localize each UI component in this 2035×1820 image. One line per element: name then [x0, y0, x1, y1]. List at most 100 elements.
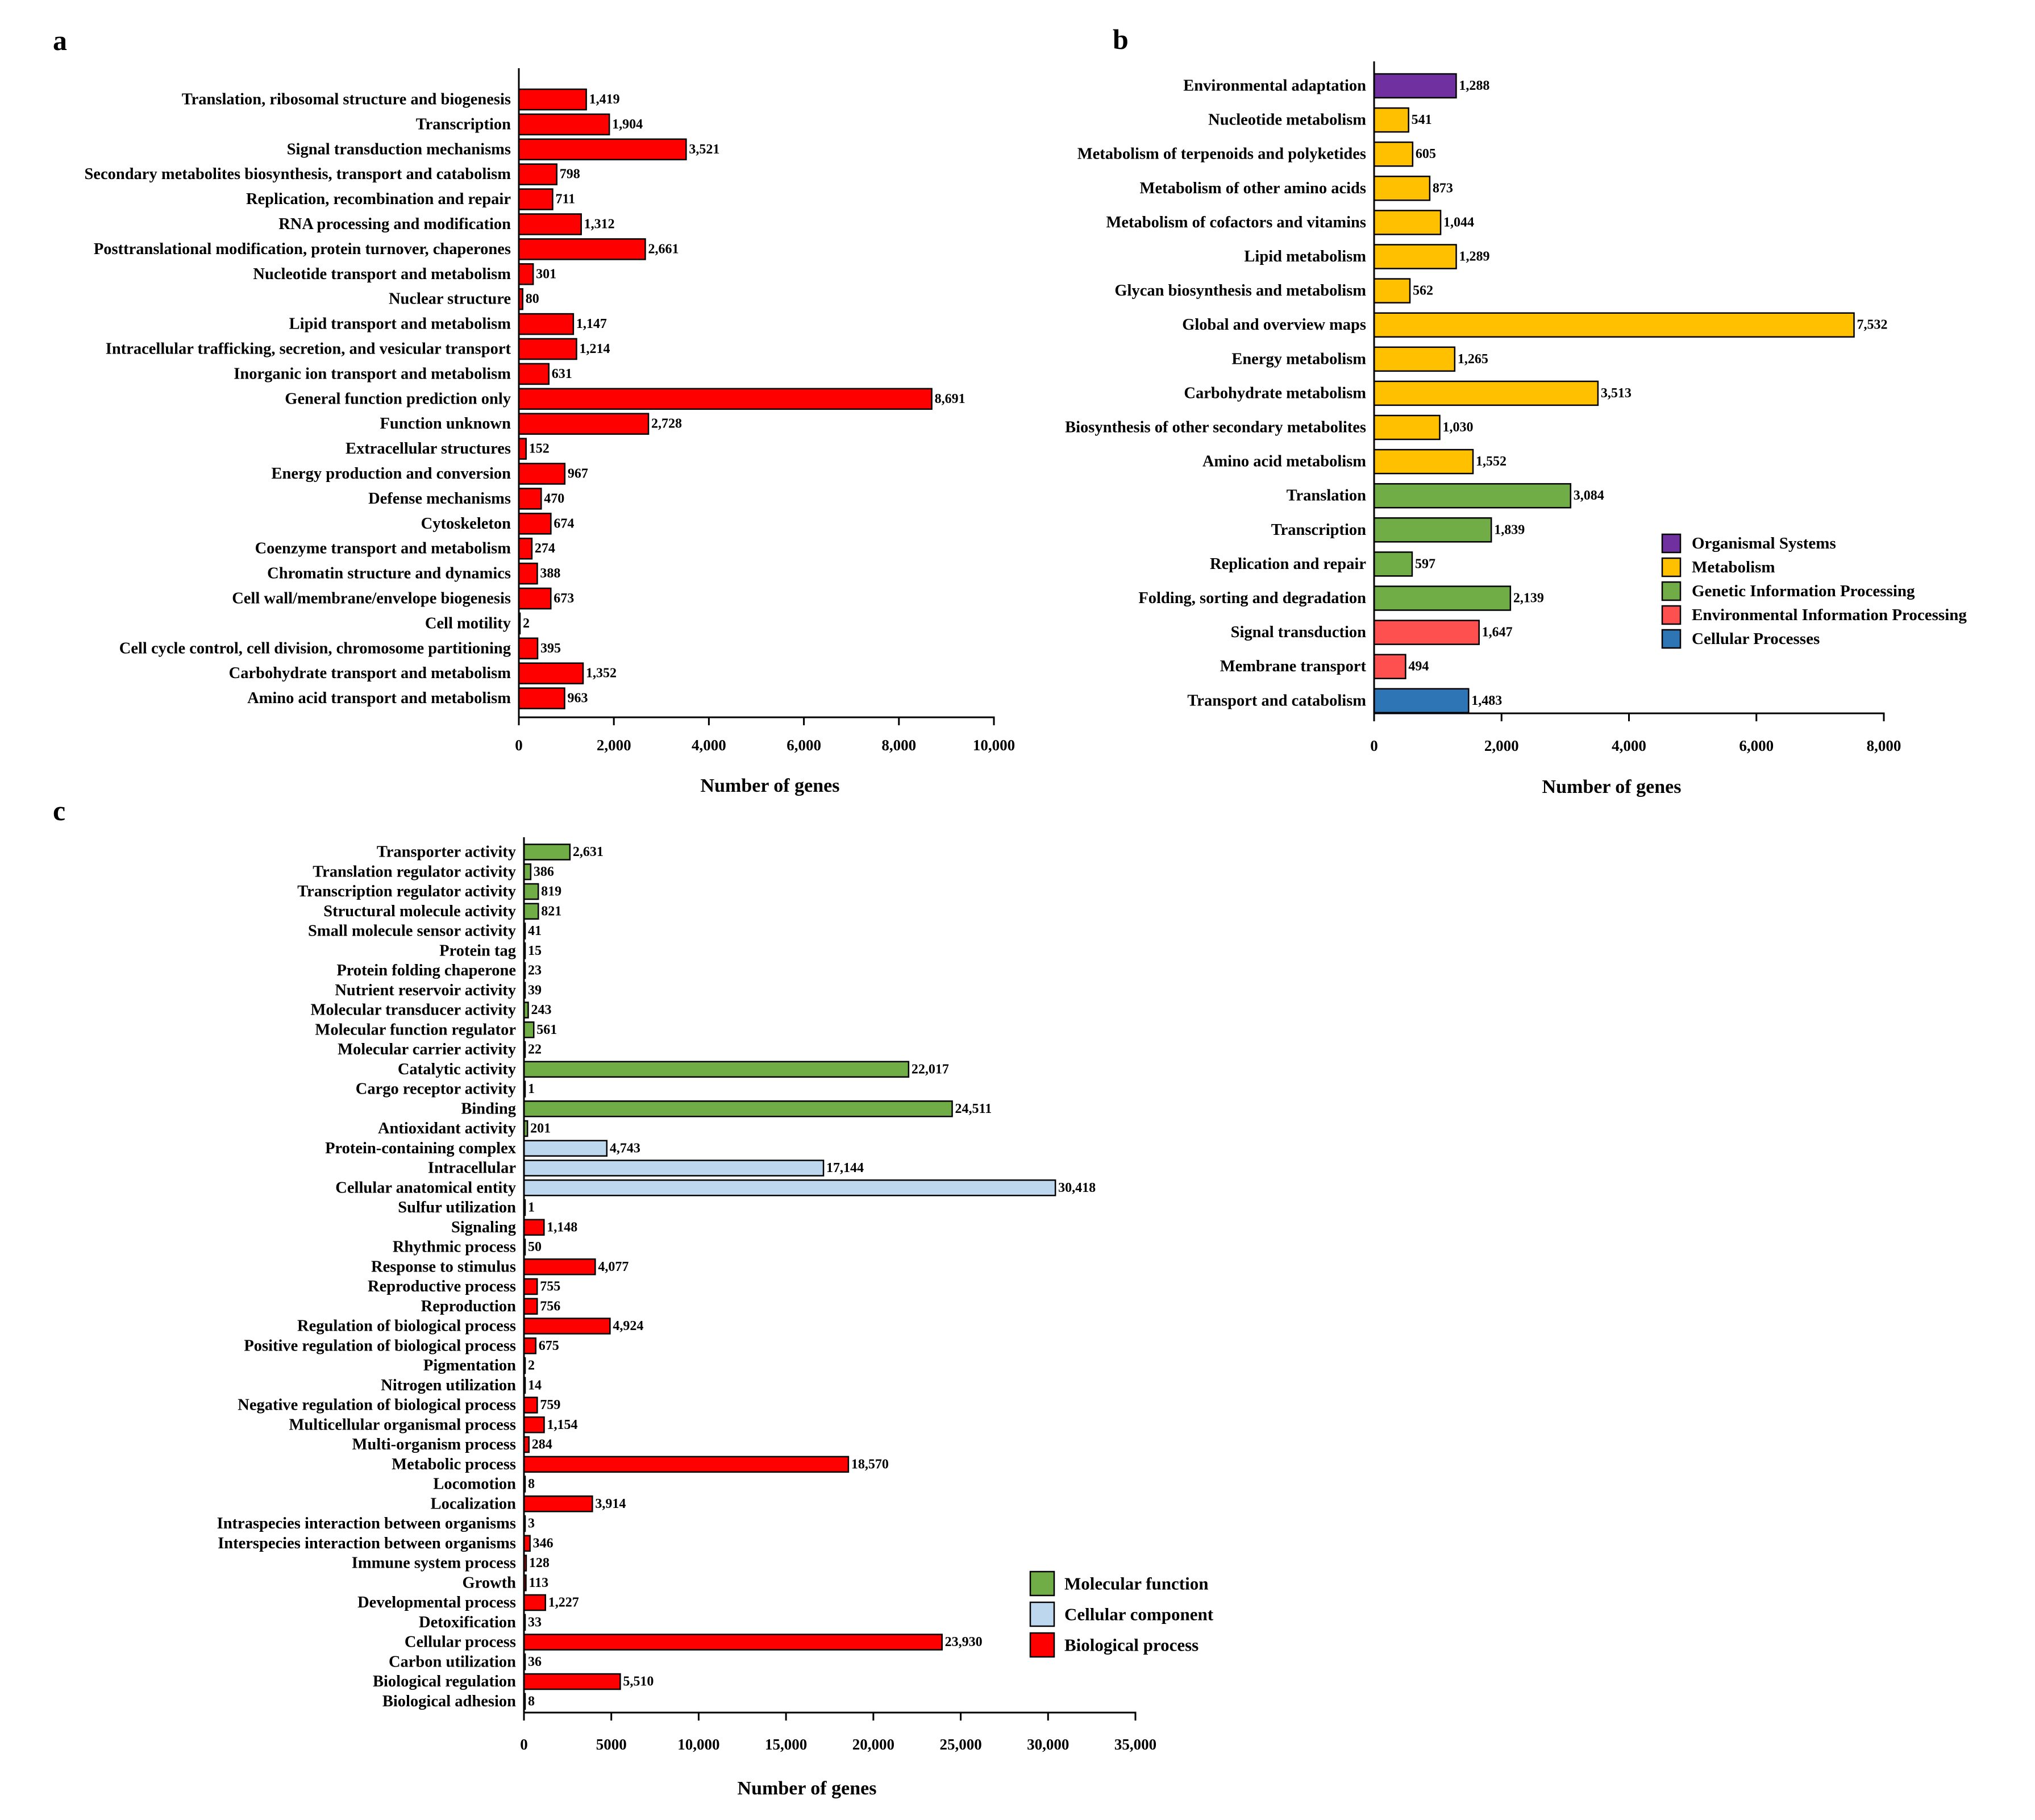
- value-label: 22: [528, 1042, 542, 1057]
- legend-swatch-organismal_systems: [1661, 533, 1682, 554]
- bar-a-23: [518, 662, 584, 684]
- bar-a-14: [518, 438, 527, 460]
- value-label: 1,147: [576, 317, 607, 331]
- bar-c-17: [523, 1179, 1056, 1196]
- bar-a-9: [518, 313, 575, 335]
- value-label: 819: [541, 884, 561, 899]
- value-label: 3,914: [595, 1497, 626, 1511]
- category-label: Metabolism of other amino acids: [1140, 180, 1366, 197]
- category-label: Amino acid transport and metabolism: [247, 689, 511, 707]
- bar-b-4: [1373, 210, 1442, 235]
- panel-letter-c: c: [53, 795, 65, 826]
- bar-c-42: [523, 1673, 621, 1690]
- bar-b-0: [1373, 73, 1457, 99]
- value-label: 2: [528, 1358, 535, 1373]
- category-label: Protein-containing complex: [325, 1140, 517, 1157]
- x-tick-label: 6,000: [1739, 737, 1774, 754]
- bar-b-8: [1373, 346, 1456, 372]
- bar-a-2: [518, 138, 687, 161]
- x-tick-label: 8,000: [881, 737, 916, 754]
- value-label: 1,647: [1482, 625, 1513, 640]
- legend-swatch-genetic_information_processing: [1661, 581, 1682, 601]
- legend-swatch-biological_process: [1029, 1632, 1055, 1658]
- bar-a-1: [518, 113, 610, 136]
- value-label: 967: [568, 467, 588, 481]
- legend-label: Molecular function: [1064, 1574, 1208, 1594]
- bar-a-19: [518, 562, 538, 585]
- value-label: 963: [568, 691, 588, 706]
- category-label: Intracellular: [428, 1160, 516, 1177]
- value-label: 597: [1415, 556, 1435, 571]
- value-label: 1,289: [1459, 250, 1490, 264]
- value-label: 1,419: [589, 92, 620, 107]
- bar-a-13: [518, 413, 650, 435]
- value-label: 3,521: [689, 142, 719, 157]
- bar-c-1: [523, 863, 532, 880]
- bar-a-6: [518, 238, 646, 260]
- legend-label: Metabolism: [1692, 558, 1775, 576]
- bar-a-5: [518, 213, 582, 235]
- category-label: Lipid transport and metabolism: [289, 315, 511, 333]
- bar-b-10: [1373, 414, 1441, 441]
- value-label: 15: [528, 944, 542, 958]
- bar-b-15: [1373, 585, 1512, 611]
- bar-a-10: [518, 338, 577, 360]
- value-label: 1: [528, 1200, 535, 1215]
- value-label: 4,924: [613, 1319, 643, 1333]
- legend-swatch-metabolism: [1661, 557, 1682, 577]
- category-label: Multi-organism process: [352, 1436, 516, 1453]
- value-label: 2,728: [651, 417, 682, 431]
- bar-c-0: [523, 843, 571, 861]
- category-label: Carbohydrate metabolism: [1184, 384, 1366, 402]
- bar-a-17: [518, 513, 552, 535]
- value-label: 395: [540, 641, 561, 656]
- category-label: Signal transduction: [1231, 624, 1367, 641]
- panel-a-cog-chart: a Translation, ribosomal structure and bi…: [53, 24, 1015, 796]
- category-label: Nuclear structure: [389, 290, 511, 308]
- value-label: 821: [541, 904, 561, 919]
- category-label: Inorganic ion transport and metabolism: [234, 365, 511, 383]
- x-tick-label: 25,000: [939, 1736, 981, 1753]
- bar-b-16: [1373, 620, 1480, 645]
- bar-a-15: [518, 463, 566, 485]
- value-label: 128: [529, 1556, 550, 1570]
- x-tick-label: 2,000: [1484, 737, 1519, 754]
- value-label: 80: [526, 292, 539, 306]
- category-label: Defense mechanisms: [368, 490, 511, 508]
- category-label: Sulfur utilization: [398, 1199, 516, 1216]
- category-label: Signaling: [451, 1219, 516, 1236]
- x-axis-title-c: Number of genes: [738, 1778, 877, 1799]
- category-label: Extracellular structures: [346, 440, 511, 458]
- value-label: 541: [1412, 113, 1432, 127]
- category-label: Protein tag: [439, 942, 516, 959]
- value-label: 562: [1413, 284, 1433, 298]
- value-label: 201: [530, 1121, 551, 1136]
- bar-c-35: [523, 1535, 531, 1552]
- legend-label: Genetic Information Processing: [1692, 582, 1915, 600]
- category-label: Cell cycle control, cell division, chrom…: [119, 639, 511, 657]
- value-label: 8: [528, 1477, 535, 1491]
- x-tick-label: 4,000: [1612, 737, 1646, 754]
- category-label: Glycan biosynthesis and metabolism: [1114, 282, 1366, 300]
- category-label: Amino acid metabolism: [1202, 453, 1366, 471]
- bar-c-29: [523, 1416, 545, 1433]
- category-label: Growth: [463, 1574, 517, 1592]
- legend-c: Molecular function Cellular component Biol…: [1029, 1570, 1214, 1658]
- category-label: Signal transduction mechanisms: [287, 140, 511, 158]
- value-label: 346: [533, 1536, 554, 1551]
- x-tick-label: 20,000: [852, 1736, 894, 1753]
- category-label: Energy production and conversion: [272, 465, 511, 483]
- bar-c-24: [523, 1318, 611, 1335]
- bar-a-24: [518, 687, 565, 709]
- category-label: Locomotion: [433, 1476, 516, 1493]
- category-label: Secondary metabolites biosynthesis, tran…: [84, 165, 511, 183]
- value-label: 561: [536, 1023, 557, 1037]
- category-label: Lipid metabolism: [1244, 248, 1366, 265]
- value-label: 1: [528, 1082, 535, 1096]
- category-label: Regulation of biological process: [297, 1318, 516, 1335]
- bar-b-18: [1373, 688, 1470, 714]
- category-label: Developmental process: [357, 1594, 516, 1611]
- value-label: 1,352: [586, 666, 617, 681]
- panel-c-go-chart: c Transporter activity 2,631 Translation re…: [53, 795, 1214, 1799]
